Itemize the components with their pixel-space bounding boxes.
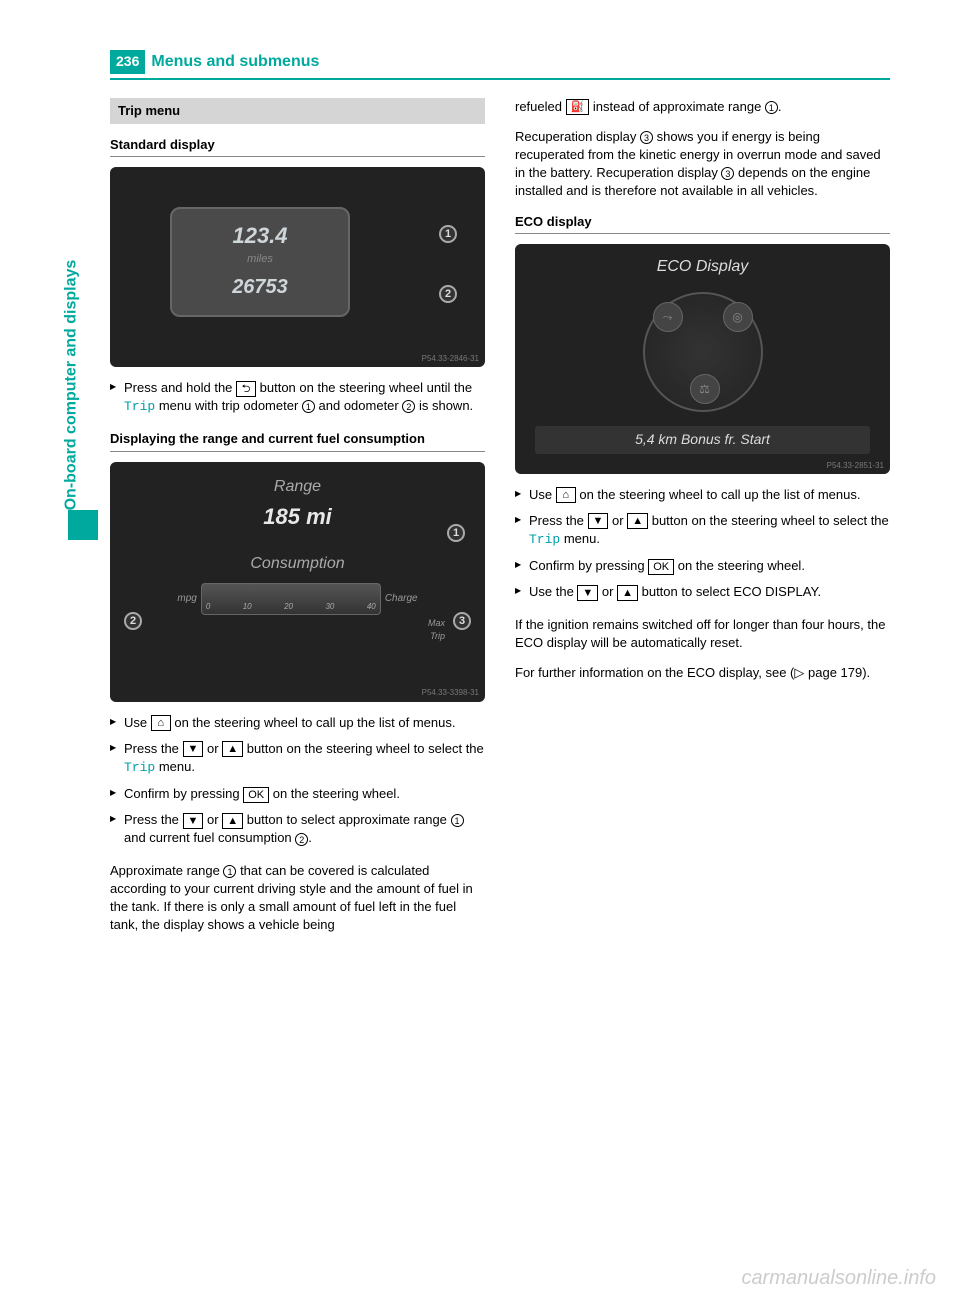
figure-eco-display: ECO Display ⤳ ◎ ⚖ 5,4 km Bonus fr. Start… — [515, 244, 890, 474]
manual-page: On-board computer and displays 236 Menus… — [0, 0, 960, 1302]
paragraph: Approximate range 1 that can be covered … — [110, 862, 485, 935]
paragraph: If the ignition remains switched off for… — [515, 616, 890, 652]
trip-unit: miles — [172, 252, 348, 267]
callout-2: 2 — [124, 612, 142, 630]
home-button-icon: ⌂ — [556, 487, 576, 503]
subheading-eco-display: ECO display — [515, 213, 890, 234]
step-item: Press the ▼ or ▲ button to select approx… — [110, 811, 485, 847]
down-button-icon: ▼ — [577, 585, 598, 601]
content-columns: Trip menu Standard display 123.4 miles 2… — [110, 98, 890, 947]
down-button-icon: ▼ — [183, 741, 204, 757]
range-title: Range — [110, 476, 485, 498]
trip-value: 123.4 — [172, 221, 348, 252]
consumption-gauge: 0 10 20 30 40 — [201, 583, 381, 615]
section-bar: Trip menu — [110, 98, 485, 124]
eco-segment-icon: ⚖ — [690, 374, 720, 404]
mpg-label: mpg — [177, 592, 196, 606]
step-item: Confirm by pressing OK on the steering w… — [515, 557, 890, 575]
steps-range: Use ⌂ on the steering wheel to call up t… — [110, 714, 485, 848]
step-item: Press the ▼ or ▲ button on the steering … — [515, 512, 890, 549]
down-button-icon: ▼ — [588, 513, 609, 529]
eco-circle: ⤳ ◎ ⚖ — [643, 292, 763, 412]
subheading-range: Displaying the range and current fuel co… — [110, 430, 485, 451]
consumption-title: Consumption — [110, 553, 485, 575]
figure-id: P54.33-3398-31 — [422, 687, 479, 698]
figure-id: P54.33-2846-31 — [422, 353, 479, 364]
step-item: Press and hold the ⮌ button on the steer… — [110, 379, 485, 416]
down-button-icon: ▼ — [183, 813, 204, 829]
side-tab-box — [68, 510, 98, 540]
callout-2: 2 — [439, 285, 457, 303]
callout-1: 1 — [447, 524, 465, 542]
ok-button-icon: OK — [243, 787, 269, 803]
charge-label: Charge — [385, 592, 418, 606]
page-number: 236 — [110, 50, 145, 74]
eco-bonus-text: 5,4 km Bonus fr. Start — [535, 426, 870, 454]
trip-menu-label: Trip — [529, 532, 560, 547]
ok-button-icon: OK — [648, 559, 674, 575]
left-column: Trip menu Standard display 123.4 miles 2… — [110, 98, 485, 947]
page-header: 236 Menus and submenus — [110, 50, 890, 80]
gauge-row: mpg 0 10 20 30 40 Charge — [110, 583, 485, 615]
steps-eco: Use ⌂ on the steering wheel to call up t… — [515, 486, 890, 602]
subheading-standard-display: Standard display — [110, 136, 485, 157]
step-item: Use ⌂ on the steering wheel to call up t… — [110, 714, 485, 732]
gauge-sublabels: Max Trip — [110, 617, 485, 642]
side-tab: On-board computer and displays — [68, 130, 98, 510]
right-column: refueled ⛽ instead of approximate range … — [515, 98, 890, 947]
callout-3: 3 — [453, 612, 471, 630]
callout-1: 1 — [439, 225, 457, 243]
paragraph: refueled ⛽ instead of approximate range … — [515, 98, 890, 116]
eco-segment-icon: ⤳ — [653, 302, 683, 332]
figure-range-consumption: Range 185 mi Consumption mpg 0 10 20 30 … — [110, 462, 485, 702]
refuel-icon: ⛽ — [566, 99, 590, 115]
steps-standard-display: Press and hold the ⮌ button on the steer… — [110, 379, 485, 416]
page-title: Menus and submenus — [151, 51, 319, 73]
watermark: carmanualsonline.info — [741, 1264, 936, 1292]
paragraph: For further information on the ECO displ… — [515, 664, 890, 682]
eco-title: ECO Display — [515, 256, 890, 278]
up-button-icon: ▲ — [617, 585, 638, 601]
trip-panel: 123.4 miles 26753 — [170, 207, 350, 317]
trip-menu-label: Trip — [124, 399, 155, 414]
page-ref-icon: ▷ — [794, 665, 804, 680]
up-button-icon: ▲ — [222, 741, 243, 757]
back-button-icon: ⮌ — [236, 381, 256, 397]
range-value: 185 mi — [110, 502, 485, 533]
home-button-icon: ⌂ — [151, 715, 171, 731]
figure-id: P54.33-2851-31 — [827, 460, 884, 471]
step-item: Use the ▼ or ▲ button to select ECO DISP… — [515, 583, 890, 601]
odometer-value: 26753 — [172, 273, 348, 301]
trip-menu-label: Trip — [124, 760, 155, 775]
step-item: Confirm by pressing OK on the steering w… — [110, 785, 485, 803]
up-button-icon: ▲ — [627, 513, 648, 529]
side-tab-text: On-board computer and displays — [61, 259, 83, 510]
figure-trip-odometer: 123.4 miles 26753 1 2 P54.33-2846-31 — [110, 167, 485, 367]
step-item: Press the ▼ or ▲ button on the steering … — [110, 740, 485, 777]
paragraph: Recuperation display 3 shows you if ener… — [515, 128, 890, 201]
step-item: Use ⌂ on the steering wheel to call up t… — [515, 486, 890, 504]
gauge-ticks: 0 10 20 30 40 — [206, 601, 376, 612]
up-button-icon: ▲ — [222, 813, 243, 829]
eco-segment-icon: ◎ — [723, 302, 753, 332]
